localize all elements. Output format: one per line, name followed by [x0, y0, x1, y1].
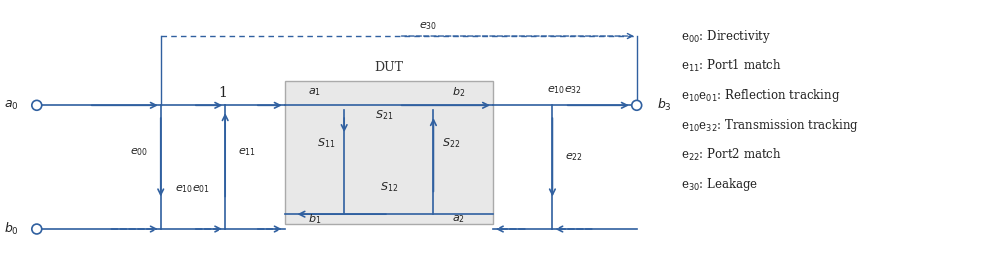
Text: DUT: DUT: [374, 61, 403, 74]
Circle shape: [32, 224, 42, 234]
Text: e$_{00}$: Directivity: e$_{00}$: Directivity: [681, 28, 772, 45]
Text: $S_{22}$: $S_{22}$: [442, 136, 460, 150]
Text: $e_{00}$: $e_{00}$: [130, 146, 148, 158]
Text: $a_1$: $a_1$: [308, 87, 321, 98]
Text: $a_0$: $a_0$: [4, 99, 19, 112]
Text: e$_{30}$: Leakage: e$_{30}$: Leakage: [681, 176, 759, 193]
Text: 1: 1: [218, 86, 227, 100]
Text: $b_1$: $b_1$: [308, 212, 321, 226]
Text: $e_{10}e_{32}$: $e_{10}e_{32}$: [548, 85, 582, 96]
Text: $S_{21}$: $S_{21}$: [375, 108, 393, 122]
FancyBboxPatch shape: [284, 80, 492, 224]
Circle shape: [32, 100, 42, 110]
Text: $e_{30}$: $e_{30}$: [419, 20, 437, 32]
Text: $e_{11}$: $e_{11}$: [238, 146, 256, 158]
Text: $b_3$: $b_3$: [656, 97, 671, 113]
Text: $a_2$: $a_2$: [451, 213, 464, 225]
Circle shape: [632, 100, 641, 110]
Text: $S_{11}$: $S_{11}$: [318, 136, 336, 150]
Text: e$_{11}$: Port1 match: e$_{11}$: Port1 match: [681, 58, 782, 74]
Text: $S_{12}$: $S_{12}$: [380, 181, 398, 194]
Text: $b_0$: $b_0$: [4, 221, 19, 237]
Text: e$_{22}$: Port2 match: e$_{22}$: Port2 match: [681, 147, 782, 163]
Text: $e_{22}$: $e_{22}$: [565, 151, 583, 163]
Text: $b_2$: $b_2$: [451, 86, 465, 99]
Text: e$_{10}$e$_{01}$: Reflection tracking: e$_{10}$e$_{01}$: Reflection tracking: [681, 87, 840, 104]
Text: $e_{10}e_{01}$: $e_{10}e_{01}$: [176, 184, 210, 195]
Text: e$_{10}$e$_{32}$: Transmission tracking: e$_{10}$e$_{32}$: Transmission tracking: [681, 117, 859, 134]
